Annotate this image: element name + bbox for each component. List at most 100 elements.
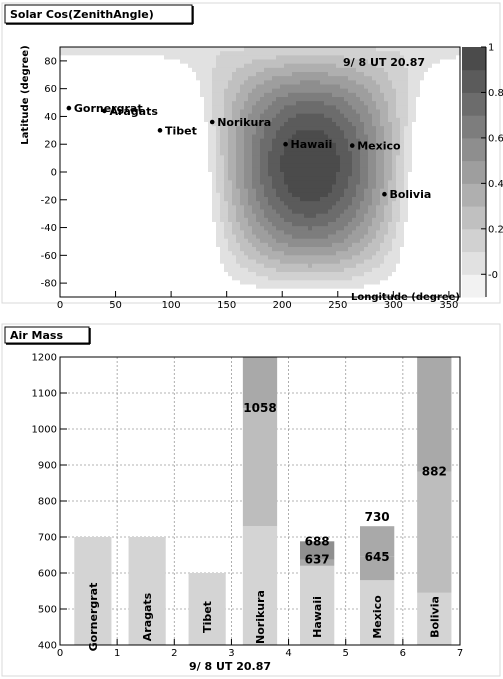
heatmap-cell xyxy=(80,92,85,98)
heatmap-cell xyxy=(144,117,149,123)
heatmap-cell xyxy=(188,159,193,165)
heatmap-cell xyxy=(336,242,341,248)
heatmap-cell xyxy=(160,226,165,231)
heatmap-cell xyxy=(208,101,213,106)
heatmap-cell xyxy=(388,284,393,290)
heatmap-cell xyxy=(72,63,77,69)
heatmap-cell xyxy=(112,205,117,211)
heatmap-cell xyxy=(376,67,381,73)
heatmap-cell xyxy=(204,142,209,148)
heatmap-cell xyxy=(156,172,161,177)
heatmap-cell xyxy=(84,263,89,269)
heatmap-cell xyxy=(156,267,161,273)
heatmap-cell xyxy=(296,172,301,177)
heatmap-cell xyxy=(140,151,145,156)
heatmap-cell xyxy=(288,67,293,73)
heatmap-cell xyxy=(248,276,253,281)
heatmap-cell xyxy=(292,184,297,190)
heatmap-cell xyxy=(312,255,317,261)
heatmap-cell xyxy=(244,76,249,81)
heatmap-cell xyxy=(352,284,357,290)
heatmap-cell xyxy=(180,117,185,123)
heatmap-cell xyxy=(288,59,293,65)
heatmap-cell xyxy=(344,138,349,144)
heatmap-cell xyxy=(340,67,345,73)
heatmap-cell xyxy=(104,217,109,223)
heatmap-area xyxy=(60,47,461,298)
heatmap-cell xyxy=(140,63,145,69)
heatmap-cell xyxy=(360,155,365,161)
heatmap-cell xyxy=(156,217,161,223)
heatmap-cell xyxy=(312,184,317,190)
heatmap-cell xyxy=(240,113,245,119)
heatmap-cell xyxy=(312,251,317,256)
heatmap-cell xyxy=(248,272,253,277)
heatmap-cell xyxy=(216,47,221,52)
heatmap-cell xyxy=(388,272,393,277)
heatmap-cell xyxy=(112,67,117,73)
heatmap-cell xyxy=(344,242,349,248)
heatmap-cell xyxy=(256,209,261,215)
heatmap-cell xyxy=(304,138,309,144)
heatmap-cell xyxy=(188,292,193,298)
heatmap-cell xyxy=(236,188,241,194)
heatmap-cell xyxy=(316,230,321,236)
heatmap-cell xyxy=(332,247,337,252)
heatmap-cell xyxy=(276,247,281,252)
heatmap-cell xyxy=(256,284,261,290)
heatmap-cell xyxy=(112,217,117,223)
heatmap-cell xyxy=(148,288,153,294)
heatmap-cell xyxy=(140,138,145,144)
heatmap-cell xyxy=(304,51,309,56)
heatmap-cell xyxy=(336,76,341,81)
heatmap-cell xyxy=(268,288,273,294)
heatmap-cell xyxy=(176,267,181,273)
heatmap-cell xyxy=(184,167,189,173)
heatmap-cell xyxy=(112,172,117,177)
heatmap-cell xyxy=(348,72,353,77)
heatmap-cell xyxy=(100,284,105,290)
heatmap-cell xyxy=(180,105,185,111)
heatmap-cell xyxy=(196,259,201,265)
heatmap-cell xyxy=(196,51,201,56)
heatmap-cell xyxy=(168,184,173,190)
heatmap-cell xyxy=(264,47,269,52)
heatmap-cell xyxy=(68,134,73,140)
heatmap-cell xyxy=(136,109,141,115)
heatmap-cell xyxy=(160,209,165,215)
heatmap-cell xyxy=(228,59,233,65)
heatmap-cell xyxy=(372,192,377,198)
heatmap-cell xyxy=(316,255,321,261)
heatmap-cell xyxy=(224,97,229,102)
heatmap-cell xyxy=(68,51,73,56)
heatmap-cell xyxy=(348,263,353,269)
heatmap-cell xyxy=(212,147,217,152)
heatmap-cell xyxy=(308,126,313,131)
heatmap-cell xyxy=(292,47,297,52)
heatmap-cell xyxy=(68,213,73,219)
heatmap-cell xyxy=(180,126,185,131)
heatmap-cell xyxy=(64,55,69,61)
heatmap-cell xyxy=(252,138,257,144)
heatmap-cell xyxy=(356,267,361,273)
heatmap-cell xyxy=(204,292,209,298)
heatmap-cell xyxy=(232,72,237,77)
heatmap-cell xyxy=(220,117,225,123)
heatmap-cell xyxy=(212,176,217,181)
heatmap-cell xyxy=(164,234,169,240)
heatmap-cell xyxy=(176,280,181,286)
heatmap-cell xyxy=(284,155,289,161)
heatmap-cell xyxy=(108,176,113,181)
heatmap-cell xyxy=(160,138,165,144)
heatmap-cell xyxy=(112,251,117,256)
heatmap-cell xyxy=(288,259,293,265)
heatmap-cell xyxy=(160,80,165,86)
heatmap-cell xyxy=(204,151,209,156)
heatmap-cell xyxy=(152,251,157,256)
heatmap-cell xyxy=(152,88,157,94)
heatmap-cell xyxy=(60,134,65,140)
heatmap-cell xyxy=(120,122,125,127)
heatmap-cell xyxy=(276,192,281,198)
heatmap-cell xyxy=(232,230,237,236)
heatmap-cell xyxy=(180,151,185,156)
